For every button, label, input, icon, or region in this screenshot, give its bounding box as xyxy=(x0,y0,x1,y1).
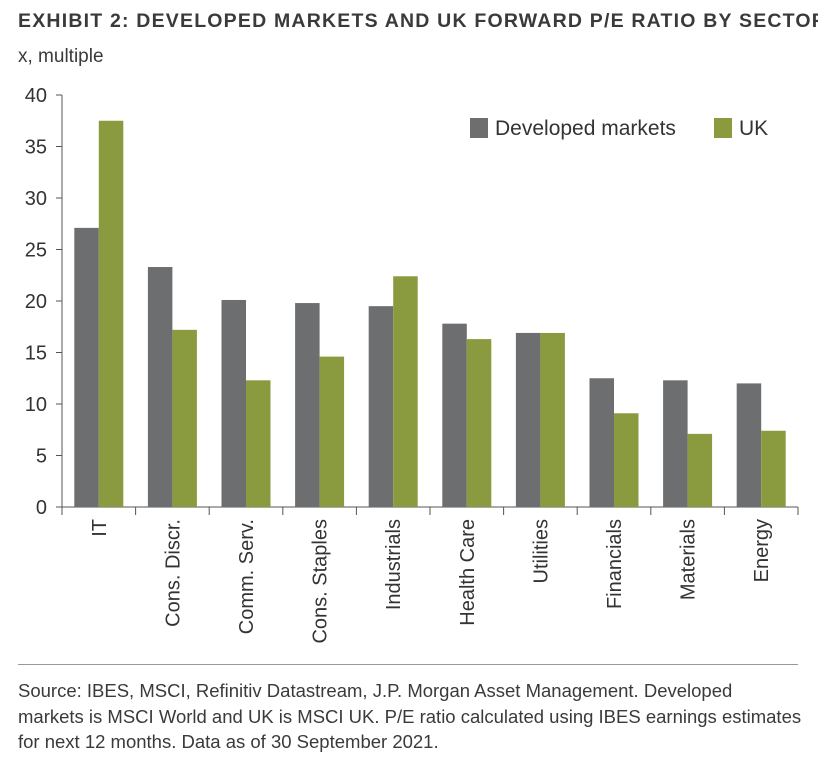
bar-uk xyxy=(172,329,197,507)
bar-developed xyxy=(589,378,614,507)
y-tick-label: 15 xyxy=(25,343,47,365)
category-label: Cons. Staples xyxy=(310,519,332,644)
category-label: Health Care xyxy=(457,519,479,626)
bar-uk xyxy=(687,433,713,507)
y-tick-label: 30 xyxy=(25,188,47,210)
y-tick-label: 35 xyxy=(25,137,47,159)
divider-line xyxy=(18,664,798,665)
legend: Developed markets UK xyxy=(470,117,768,140)
bar-developed xyxy=(736,383,762,507)
y-axis-unit-label: x, multiple xyxy=(18,46,104,67)
category-label: Utilities xyxy=(530,519,552,583)
category-label: Industrials xyxy=(383,519,405,610)
bar-uk xyxy=(761,430,786,507)
bar-developed xyxy=(221,299,246,507)
y-tick-label: 10 xyxy=(25,394,47,416)
category-label: Energy xyxy=(751,519,773,582)
bar-developed xyxy=(147,267,173,507)
y-tick-label: 25 xyxy=(25,240,47,262)
bar-developed xyxy=(442,323,467,507)
legend-label: UK xyxy=(739,117,768,140)
bar-developed xyxy=(74,227,99,507)
bars xyxy=(74,120,786,507)
x-axis xyxy=(61,506,799,515)
bar-developed xyxy=(368,306,394,507)
y-tick-label: 5 xyxy=(36,446,47,468)
bar-developed xyxy=(515,332,541,507)
category-label: Financials xyxy=(604,519,626,609)
bar-chart: 0 5 10 15 20 25 30 35 40 IT Cons. Discr. Comm. Ser… xyxy=(25,85,799,644)
y-axis: 0 5 10 15 20 25 30 35 40 xyxy=(25,85,63,519)
source-note: Source: IBES, MSCI, Refinitiv Datastream… xyxy=(18,680,802,752)
bar-uk xyxy=(98,120,124,507)
category-labels: IT Cons. Discr. Comm. Serv. Cons. Staples In… xyxy=(89,519,773,644)
bar-developed xyxy=(663,380,688,507)
category-label: Materials xyxy=(678,519,700,600)
bar-uk xyxy=(246,380,271,507)
bar-developed xyxy=(295,303,320,507)
bar-uk xyxy=(466,339,492,507)
category-label: Comm. Serv. xyxy=(236,519,258,634)
chart-title: EXHIBIT 2: DEVELOPED MARKETS AND UK FORW… xyxy=(18,10,818,32)
y-tick-label: 0 xyxy=(36,497,47,519)
bar-uk xyxy=(614,413,639,507)
y-tick-label: 20 xyxy=(25,291,47,313)
bar-uk xyxy=(393,276,418,507)
legend-swatch xyxy=(714,118,732,138)
category-label: IT xyxy=(89,519,111,537)
category-label: Cons. Discr. xyxy=(162,519,184,627)
legend-swatch xyxy=(470,118,488,138)
legend-label: Developed markets xyxy=(495,117,676,140)
bar-uk xyxy=(540,332,565,507)
y-tick-label: 40 xyxy=(25,85,47,107)
bar-uk xyxy=(319,356,345,507)
